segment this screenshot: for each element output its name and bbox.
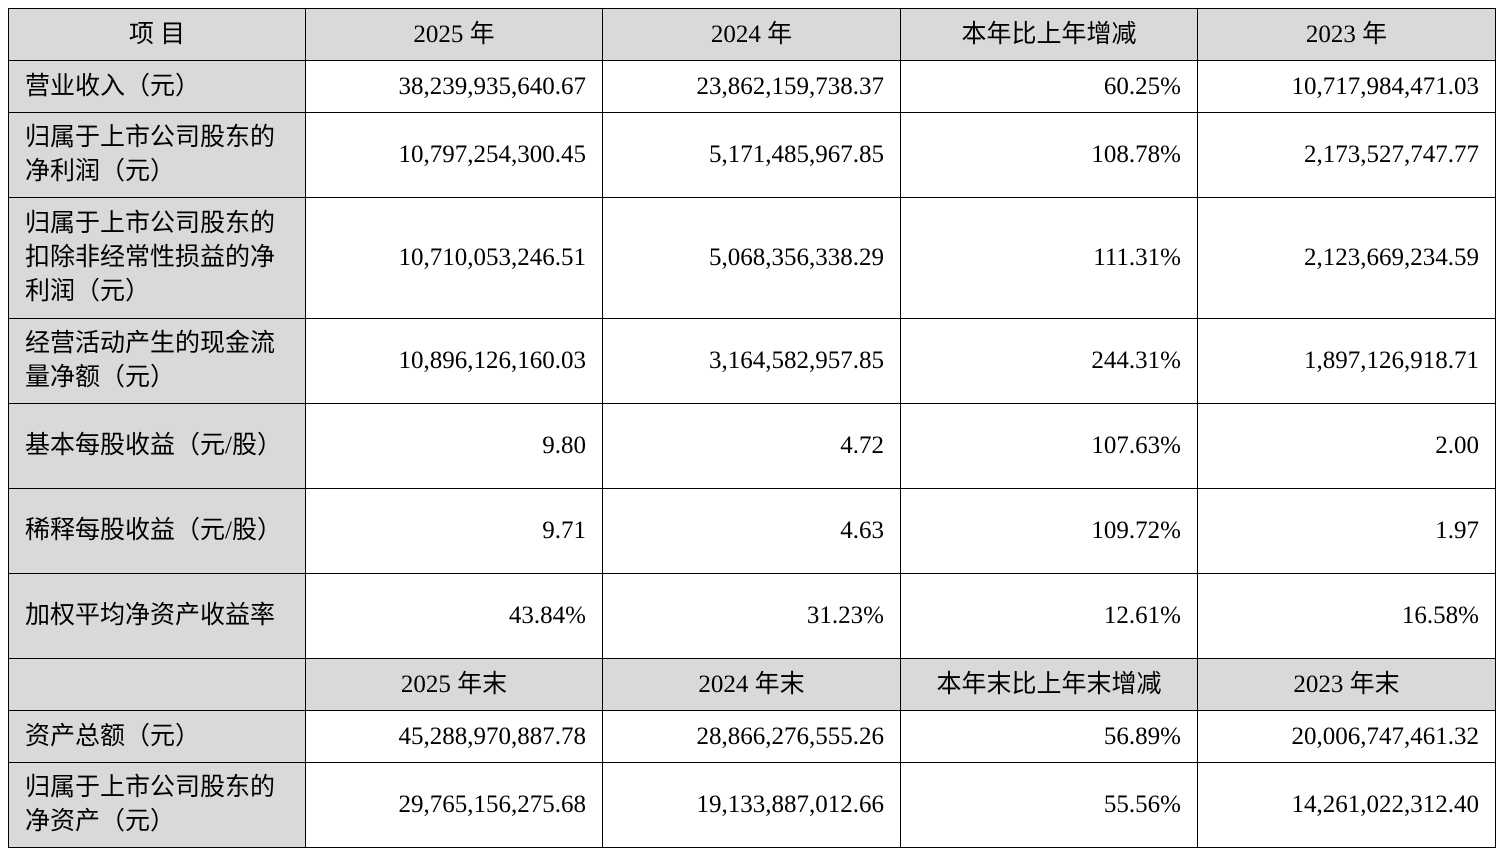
subheader-2025: 2025 年末	[305, 658, 603, 711]
table-row-operating-cash-flow: 经营活动产生的现金流量净额（元） 10,896,126,160.03 3,164…	[8, 318, 1496, 404]
cell-2023: 1,897,126,918.71	[1197, 318, 1496, 404]
table-row-net-profit-excl: 归属于上市公司股东的扣除非经常性损益的净利润（元） 10,710,053,246…	[8, 197, 1496, 319]
table-row-revenue: 营业收入（元） 38,239,935,640.67 23,862,159,738…	[8, 60, 1496, 113]
row-label: 归属于上市公司股东的净资产（元）	[8, 762, 306, 848]
row-label: 资产总额（元）	[8, 710, 306, 763]
row-label: 归属于上市公司股东的扣除非经常性损益的净利润（元）	[8, 197, 306, 319]
header-2025: 2025 年	[305, 8, 603, 61]
cell-change: 56.89%	[900, 710, 1198, 763]
header-2023: 2023 年	[1197, 8, 1496, 61]
cell-change: 109.72%	[900, 488, 1198, 574]
cell-2023: 2,173,527,747.77	[1197, 112, 1496, 198]
cell-2025: 43.84%	[305, 573, 603, 659]
cell-2025: 10,797,254,300.45	[305, 112, 603, 198]
cell-2025: 10,710,053,246.51	[305, 197, 603, 319]
row-label: 营业收入（元）	[8, 60, 306, 113]
table-row-total-assets: 资产总额（元） 45,288,970,887.78 28,866,276,555…	[8, 710, 1496, 763]
subheader-2023: 2023 年末	[1197, 658, 1496, 711]
cell-2025: 45,288,970,887.78	[305, 710, 603, 763]
cell-change: 108.78%	[900, 112, 1198, 198]
header-2024: 2024 年	[602, 8, 901, 61]
table-row-basic-eps: 基本每股收益（元/股） 9.80 4.72 107.63% 2.00	[8, 403, 1496, 489]
cell-2025: 29,765,156,275.68	[305, 762, 603, 848]
cell-2025: 9.71	[305, 488, 603, 574]
cell-2023: 10,717,984,471.03	[1197, 60, 1496, 113]
subheader-item	[8, 658, 306, 711]
row-label: 稀释每股收益（元/股）	[8, 488, 306, 574]
financial-summary-table: 项 目 2025 年 2024 年 本年比上年增减 2023 年 营业收入（元）…	[8, 8, 1496, 848]
table-row-roe: 加权平均净资产收益率 43.84% 31.23% 12.61% 16.58%	[8, 573, 1496, 659]
cell-2025: 38,239,935,640.67	[305, 60, 603, 113]
cell-2025: 9.80	[305, 403, 603, 489]
cell-2023: 2.00	[1197, 403, 1496, 489]
row-label: 加权平均净资产收益率	[8, 573, 306, 659]
cell-2025: 10,896,126,160.03	[305, 318, 603, 404]
header-item: 项 目	[8, 8, 306, 61]
cell-change: 55.56%	[900, 762, 1198, 848]
table-subheader-row: 2025 年末 2024 年末 本年末比上年末增减 2023 年末	[8, 658, 1496, 711]
financial-summary-table-container: 项 目 2025 年 2024 年 本年比上年增减 2023 年 营业收入（元）…	[8, 8, 1496, 848]
table-header-row: 项 目 2025 年 2024 年 本年比上年增减 2023 年	[8, 8, 1496, 61]
header-change: 本年比上年增减	[900, 8, 1198, 61]
cell-2024: 5,068,356,338.29	[602, 197, 901, 319]
cell-2024: 4.63	[602, 488, 901, 574]
row-label: 基本每股收益（元/股）	[8, 403, 306, 489]
cell-2024: 28,866,276,555.26	[602, 710, 901, 763]
cell-2024: 3,164,582,957.85	[602, 318, 901, 404]
table-row-net-profit: 归属于上市公司股东的净利润（元） 10,797,254,300.45 5,171…	[8, 112, 1496, 198]
cell-2023: 16.58%	[1197, 573, 1496, 659]
row-label: 归属于上市公司股东的净利润（元）	[8, 112, 306, 198]
cell-change: 111.31%	[900, 197, 1198, 319]
cell-2023: 14,261,022,312.40	[1197, 762, 1496, 848]
cell-change: 244.31%	[900, 318, 1198, 404]
cell-change: 12.61%	[900, 573, 1198, 659]
cell-2024: 23,862,159,738.37	[602, 60, 901, 113]
cell-change: 60.25%	[900, 60, 1198, 113]
cell-2024: 31.23%	[602, 573, 901, 659]
table-row-diluted-eps: 稀释每股收益（元/股） 9.71 4.63 109.72% 1.97	[8, 488, 1496, 574]
cell-change: 107.63%	[900, 403, 1198, 489]
cell-2023: 1.97	[1197, 488, 1496, 574]
row-label: 经营活动产生的现金流量净额（元）	[8, 318, 306, 404]
cell-2024: 4.72	[602, 403, 901, 489]
cell-2023: 20,006,747,461.32	[1197, 710, 1496, 763]
cell-2024: 5,171,485,967.85	[602, 112, 901, 198]
subheader-2024: 2024 年末	[602, 658, 901, 711]
subheader-change: 本年末比上年末增减	[900, 658, 1198, 711]
table-row-net-assets: 归属于上市公司股东的净资产（元） 29,765,156,275.68 19,13…	[8, 762, 1496, 848]
cell-2024: 19,133,887,012.66	[602, 762, 901, 848]
cell-2023: 2,123,669,234.59	[1197, 197, 1496, 319]
